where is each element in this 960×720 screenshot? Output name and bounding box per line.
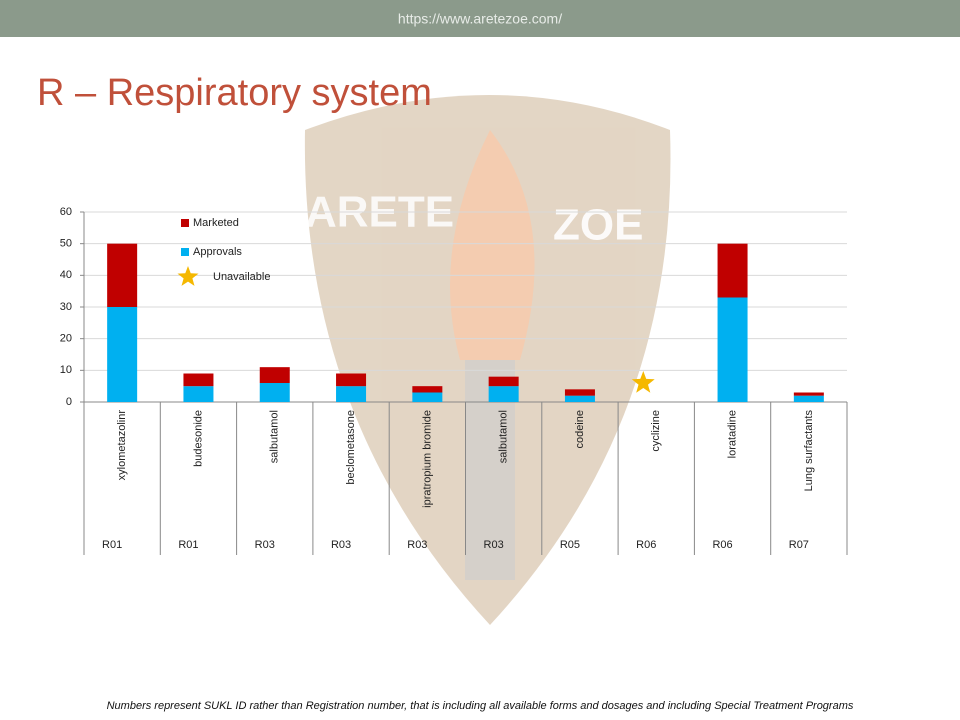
bar-segment bbox=[717, 243, 748, 298]
chart: 0 10 20 30 40 50 60 xylometazolinr R01 budesonide… bbox=[60, 206, 848, 555]
legend-label: Unavailable bbox=[213, 271, 270, 283]
legend-swatch bbox=[181, 219, 189, 227]
y-tick-label: 0 bbox=[66, 396, 72, 408]
legend-swatch bbox=[181, 248, 189, 256]
bar-segment bbox=[488, 376, 519, 387]
x-tick-label: xylometazolinr bbox=[116, 410, 128, 481]
bar-segment bbox=[183, 386, 214, 402]
y-tick-label: 60 bbox=[60, 206, 72, 218]
bar-segment bbox=[183, 373, 214, 387]
group-label: R01 bbox=[102, 539, 122, 551]
group-label: R01 bbox=[178, 539, 198, 551]
bar-segment bbox=[107, 243, 138, 307]
x-tick-label: budesonide bbox=[192, 410, 204, 467]
bar-segment bbox=[564, 395, 595, 402]
unavailable-marker bbox=[631, 371, 655, 393]
group-label: R03 bbox=[407, 539, 427, 551]
x-tick-label: ipratropium bromide bbox=[421, 410, 433, 508]
watermark-shield bbox=[304, 95, 671, 625]
y-tick-label: 30 bbox=[60, 301, 72, 313]
bar-segment bbox=[259, 383, 290, 402]
bar-segment bbox=[259, 367, 290, 383]
legend-label: Marketed bbox=[193, 217, 239, 229]
bar-segment bbox=[336, 386, 367, 402]
y-tick-label: 40 bbox=[60, 269, 72, 281]
bar-segment bbox=[107, 307, 138, 402]
group-label: R06 bbox=[712, 539, 732, 551]
x-tick-label: loratadine bbox=[726, 410, 738, 458]
bar-segment bbox=[564, 389, 595, 396]
bar-segment bbox=[412, 392, 443, 402]
legend-label: Approvals bbox=[193, 246, 242, 258]
group-label: R06 bbox=[636, 539, 656, 551]
footnote: Numbers represent SUKL ID rather than Re… bbox=[107, 700, 854, 712]
bar-segment bbox=[336, 373, 367, 387]
bar-segment bbox=[412, 386, 443, 393]
x-tick-label: beclometasone bbox=[345, 410, 357, 485]
x-tick-label: Lung surfactants bbox=[803, 410, 815, 492]
group-label: R07 bbox=[789, 539, 809, 551]
bar-segment bbox=[793, 395, 824, 402]
group-label: R03 bbox=[331, 539, 351, 551]
legend-star bbox=[177, 266, 199, 286]
header-url: https://www.aretezoe.com/ bbox=[398, 11, 562, 27]
group-label: R03 bbox=[255, 539, 275, 551]
group-label: R05 bbox=[560, 539, 580, 551]
header-bar bbox=[0, 0, 960, 37]
x-tick-label: codeine bbox=[574, 410, 586, 449]
x-tick-label: salbutamol bbox=[269, 410, 281, 463]
group-label: R03 bbox=[484, 539, 504, 551]
x-tick-label: salbutamol bbox=[498, 410, 510, 463]
y-tick-label: 10 bbox=[60, 364, 72, 376]
x-tick-label: cyclizine bbox=[650, 410, 662, 452]
slide-title: R – Respiratory system bbox=[37, 72, 432, 114]
bar-segment bbox=[793, 392, 824, 396]
watermark-text: ZOE bbox=[553, 201, 643, 250]
bar-segment bbox=[717, 297, 748, 402]
y-tick-label: 50 bbox=[60, 238, 72, 250]
watermark-flame bbox=[450, 130, 535, 360]
bar-segment bbox=[488, 386, 519, 402]
y-tick-label: 20 bbox=[60, 333, 72, 345]
